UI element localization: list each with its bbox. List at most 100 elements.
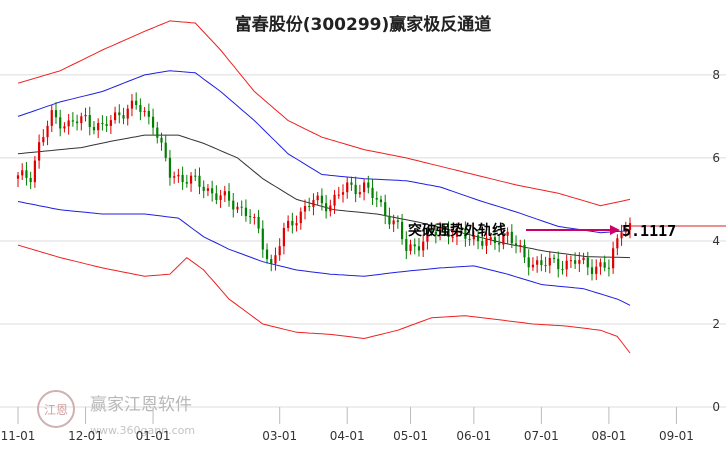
candle-body (405, 239, 408, 251)
candle (206, 184, 210, 197)
candle (527, 249, 530, 276)
candle (506, 227, 509, 245)
candle (88, 106, 91, 136)
candle-body (236, 206, 239, 210)
candle-body (118, 112, 121, 116)
candle-body (88, 114, 91, 128)
candle (151, 108, 155, 135)
candle-body (350, 182, 353, 185)
candle-body (101, 123, 104, 125)
candle (536, 256, 539, 273)
candle (523, 239, 526, 264)
candle-body (574, 260, 577, 264)
candle-body (392, 220, 395, 225)
candle-body (274, 255, 277, 264)
candle (519, 239, 522, 253)
candle-body (502, 235, 505, 245)
candle (181, 166, 184, 190)
candle (337, 186, 340, 199)
candle-body (607, 267, 610, 269)
candle (325, 195, 328, 219)
candle (590, 259, 594, 281)
candle (628, 217, 632, 239)
watermark-seal-icon (37, 390, 75, 428)
candle-body (426, 230, 429, 242)
candle (489, 233, 492, 245)
candle-body (299, 211, 302, 224)
candle-body (75, 121, 79, 124)
candle-body (177, 174, 180, 177)
candle-body (215, 193, 218, 201)
candle-body (202, 186, 205, 191)
candle (54, 102, 58, 124)
candle (582, 252, 585, 265)
candle-body (211, 188, 214, 194)
candle (291, 212, 294, 234)
x-tick-label: 07-01 (524, 429, 559, 443)
candle-body (282, 227, 286, 247)
y-tick-label: 0 (712, 400, 720, 414)
candle (430, 223, 433, 237)
candle (476, 228, 480, 250)
candle (261, 220, 264, 258)
candle (460, 222, 463, 234)
candle (514, 235, 518, 254)
candle-body (168, 157, 172, 178)
candle (552, 254, 556, 263)
candle (164, 134, 167, 162)
candle (278, 238, 281, 261)
candle-body (42, 137, 45, 143)
candle (202, 180, 205, 199)
candle (97, 118, 100, 139)
candle-body (63, 126, 66, 129)
candle-body (291, 220, 294, 226)
candle-body (181, 174, 184, 183)
candle (341, 184, 345, 203)
candle-body (628, 223, 632, 230)
candle (417, 238, 421, 257)
candle (59, 109, 62, 137)
candle (84, 107, 87, 122)
candle-body (552, 257, 556, 259)
candle-body (485, 239, 488, 246)
candle-body (362, 182, 366, 193)
candle (447, 221, 450, 245)
candle (308, 197, 311, 212)
candle (367, 175, 370, 194)
candle-body (371, 187, 374, 199)
candle (194, 168, 197, 181)
candle-body (519, 244, 522, 246)
candle (540, 253, 543, 272)
candle (42, 129, 45, 146)
candle (409, 239, 412, 255)
candle-body (434, 231, 437, 236)
candle-body (586, 257, 589, 268)
candle-body (422, 241, 425, 251)
candle (33, 156, 36, 188)
x-tick-label: 12-01 (68, 429, 103, 443)
channel-lines (17, 20, 631, 354)
candle (485, 232, 488, 254)
x-tick-label: 04-01 (330, 429, 365, 443)
candle (531, 257, 535, 271)
candle (574, 252, 577, 269)
candle (236, 202, 239, 214)
candle (350, 176, 353, 191)
candle (493, 230, 497, 250)
candle (282, 222, 286, 255)
candle-body (523, 244, 526, 258)
candle-body (388, 215, 391, 225)
candle-body (413, 244, 416, 247)
candle-body (92, 127, 96, 131)
candle (223, 185, 226, 202)
middle-line (17, 134, 631, 259)
candle-body (476, 235, 480, 242)
candle (379, 195, 383, 207)
candle-body (105, 124, 108, 126)
candle (413, 238, 416, 255)
candle (185, 174, 188, 188)
candle (67, 113, 70, 135)
candle-body (616, 238, 619, 249)
candle-body (227, 191, 231, 201)
y-axis-ticks: 8 6 4 2 0 (712, 68, 720, 414)
